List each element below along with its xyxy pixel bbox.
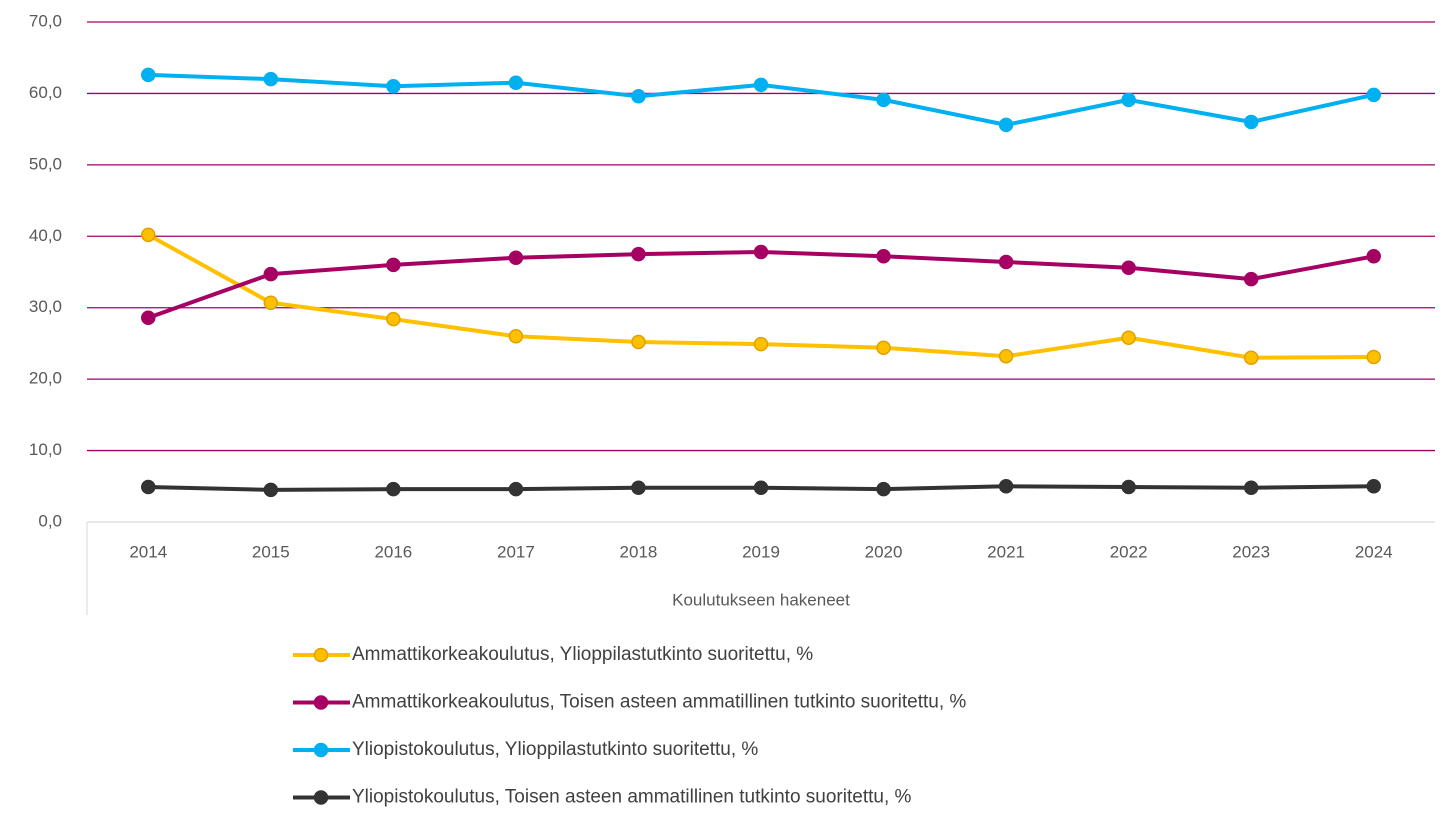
point: [876, 92, 891, 108]
legend-label: Ammattikorkeakoulutus, Toisen asteen amm…: [352, 692, 966, 713]
point: [508, 250, 524, 265]
y-tick-label: 70,0: [29, 11, 62, 30]
point: [263, 266, 279, 282]
point: [386, 481, 401, 497]
point: [508, 75, 524, 90]
x-tick-label: 2016: [374, 542, 412, 561]
point: [753, 336, 769, 352]
point: [141, 310, 156, 325]
point: [876, 340, 891, 355]
x-tick-label: 2021: [987, 542, 1025, 561]
x-tick-label: 2023: [1232, 542, 1270, 561]
point: [386, 79, 401, 94]
x-tick-label: 2024: [1355, 542, 1393, 561]
point: [386, 257, 401, 273]
point: [386, 311, 401, 327]
legend-label: Yliopistokoulutus, Toisen asteen ammatil…: [352, 787, 912, 808]
x-tick-label: 2022: [1110, 542, 1148, 561]
point: [1366, 249, 1381, 264]
point: [876, 249, 891, 264]
y-tick-label: 60,0: [29, 83, 62, 102]
point: [141, 479, 156, 495]
legend-marker: [313, 647, 329, 663]
x-tick-label: 2017: [497, 542, 535, 561]
point: [1243, 350, 1259, 365]
point: [1243, 114, 1259, 130]
point: [1366, 349, 1381, 365]
point: [1121, 92, 1136, 108]
point: [1121, 330, 1136, 345]
point: [1243, 271, 1259, 287]
y-tick-label: 20,0: [29, 369, 62, 388]
x-tick-label: 2014: [129, 542, 167, 561]
x-tick-label: 2015: [252, 542, 290, 561]
point: [1243, 480, 1259, 495]
legend-marker: [313, 742, 329, 758]
point: [141, 67, 156, 83]
legend-marker: [313, 790, 329, 805]
y-tick-label: 30,0: [29, 297, 62, 316]
y-tick-label: 0,0: [38, 511, 62, 530]
legend-marker: [313, 695, 329, 710]
y-tick-label: 50,0: [29, 154, 62, 173]
point: [1121, 479, 1136, 495]
point: [998, 479, 1014, 494]
point: [1366, 87, 1381, 103]
point: [753, 480, 769, 495]
point: [753, 244, 769, 260]
point: [753, 77, 769, 93]
y-tick-label: 10,0: [29, 440, 62, 459]
legend-label: Ammattikorkeakoulutus, Ylioppilastutkint…: [352, 644, 813, 665]
legend-label: Yliopistokoulutus, Ylioppilastutkinto su…: [352, 739, 758, 760]
point: [141, 227, 156, 243]
point: [508, 481, 524, 497]
point: [998, 117, 1014, 133]
point: [998, 349, 1014, 364]
point: [631, 334, 646, 350]
x-tick-label: 2018: [620, 542, 658, 561]
point: [631, 89, 646, 104]
point: [631, 246, 646, 262]
point: [1366, 479, 1381, 494]
point: [998, 254, 1014, 270]
point: [263, 482, 279, 498]
y-tick-label: 40,0: [29, 226, 62, 245]
point: [263, 71, 279, 87]
x-tick-label: 2020: [865, 542, 903, 561]
point: [631, 480, 646, 495]
x-tick-label: 2019: [742, 542, 780, 561]
x-axis-title: Koulutukseen hakeneet: [672, 590, 850, 609]
point: [508, 329, 524, 344]
point: [1121, 260, 1136, 275]
point: [263, 295, 279, 310]
point: [876, 481, 891, 497]
